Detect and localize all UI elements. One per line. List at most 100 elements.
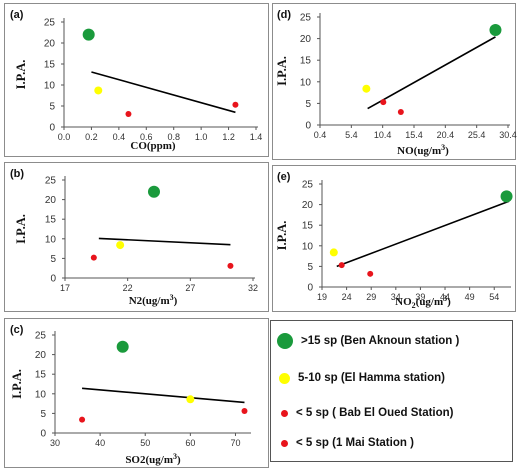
x-tick-label: 15.4 [405,130,423,140]
x-tick-label: 54 [489,292,499,302]
legend-label: 5-10 sp (El Hamma station) [298,372,445,384]
data-point-el-hamma [362,84,371,93]
data-point-el-hamma [94,86,103,95]
x-tick-label: 27 [185,283,195,293]
x-tick-label: 19 [317,292,327,302]
legend-item-el-hamma: 5-10 sp (El Hamma station) [277,368,445,388]
y-tick-label: 10 [302,241,314,252]
y-tick-label: 0 [49,123,55,134]
y-axis-label: I.P.A. [10,369,24,399]
x-tick-label: 70 [230,438,240,448]
chart-e-svg: (e) 0 5 10 15 20 25 19 24 29 34 39 44 49 54 I.P.A. NO2(u… [275,171,513,310]
y-axis-label: I.P.A. [14,60,28,90]
x-tick-label: 1.2 [222,132,235,142]
x-tick-label: 34 [391,292,401,302]
x-axis-label: SO2(ug/m3) [125,452,181,466]
trend-line [91,71,236,114]
x-axis-label: NO2(ug/m3) [395,294,451,310]
y-tick-label: 10 [300,77,312,88]
x-tick-label: 1.0 [195,132,208,142]
legend-label: < 5 sp (1 Mai Station ) [296,437,414,449]
panel-a: (a) 0 5 10 15 20 25 0.0 0.2 0.4 0.6 0.8 1.0 1.2 1.4 I.P… [4,3,269,157]
x-tick-label: 0.0 [58,132,71,142]
y-tick-label: 15 [44,60,56,71]
legend-label: < 5 sp ( Bab El Oued Station) [296,407,454,419]
x-tick-label: 30 [50,438,60,448]
y-tick-label: 5 [49,102,55,113]
chart-a-svg: (a) 0 5 10 15 20 25 0.0 0.2 0.4 0.6 0.8 1.0 1.2 1.4 I.P… [10,9,263,152]
legend-marker-yellow [279,372,290,384]
data-point-1-mai [367,270,374,277]
x-tick-label: 39 [415,292,425,302]
y-tick-label: 25 [44,18,56,29]
legend-marker-red [281,409,288,417]
legend-label: >15 sp (Ben Aknoun station ) [301,335,460,347]
legend: >15 sp (Ben Aknoun station ) 5-10 sp (El… [270,320,513,462]
panel-label: (d) [277,9,291,21]
chart-c-svg: (c) 0 5 10 15 20 25 30 40 50 60 70 I.P.A. SO2(ug/m3) [10,324,251,466]
data-point-1-mai [232,101,239,108]
data-point-ben-aknoun [116,340,129,353]
data-point-bab-el-oued [338,262,345,269]
x-tick-label: 50 [140,438,150,448]
x-tick-label: 20.4 [437,130,455,140]
x-tick-label: 1.4 [250,132,263,142]
trend-line [98,237,231,246]
panel-c: (c) 0 5 10 15 20 25 30 40 50 60 70 I.P.A. SO2(ug/m3) [4,318,269,468]
y-tick-label: 20 [302,200,314,211]
chart-d-svg: (d) 0 5 10 15 20 25 0.4 5.4 10.4 15.4 20.4 25.4 30.4 I… [275,9,517,157]
x-axis-label: NO(ug/m3) [397,143,449,157]
y-tick-label: 25 [302,180,314,191]
trend-line [367,36,496,110]
trend-line [336,200,510,268]
y-axis-label: I.P.A. [275,56,289,86]
x-tick-label: 60 [185,438,195,448]
y-tick-label: 5 [305,99,311,110]
y-tick-label: 20 [45,195,57,206]
x-tick-label: 10.4 [374,130,392,140]
y-tick-label: 10 [45,234,57,245]
y-tick-label: 10 [35,389,47,400]
x-tick-label: 30.4 [499,130,517,140]
y-axis-label: I.P.A. [14,214,28,244]
x-tick-label: 29 [366,292,376,302]
trend-line [82,387,245,404]
panel-label: (c) [10,324,24,336]
y-tick-label: 5 [40,409,46,420]
x-tick-label: 0.6 [140,132,153,142]
panel-label: (e) [277,171,291,183]
x-tick-label: 0.2 [85,132,98,142]
x-tick-label: 22 [123,283,133,293]
chart-b-svg: (b) 0 5 10 15 20 25 17 22 27 32 I.P.A. N2(ug/m3) [10,168,258,307]
legend-item-bab-el-oued: < 5 sp ( Bab El Oued Station) [277,403,454,423]
y-axis-label: I.P.A. [275,221,289,251]
y-tick-label: 0 [307,283,313,294]
data-point-1-mai [241,408,248,415]
panel-d: (d) 0 5 10 15 20 25 0.4 5.4 10.4 15.4 20.4 25.4 30.4 I… [272,3,517,160]
y-tick-label: 15 [35,370,47,381]
data-point-1-mai [397,109,404,116]
x-tick-label: 0.8 [167,132,180,142]
x-tick-label: 25.4 [468,130,486,140]
legend-marker-red [281,439,288,447]
legend-item-ben-aknoun: >15 sp (Ben Aknoun station ) [277,331,459,351]
y-tick-label: 15 [45,215,57,226]
data-point-ben-aknoun [82,28,95,41]
x-tick-label: 5.4 [345,130,358,140]
y-tick-label: 25 [35,331,47,342]
y-tick-label: 0 [50,274,56,285]
x-tick-label: 32 [248,283,258,293]
y-tick-label: 0 [305,121,311,132]
y-tick-label: 15 [302,221,314,232]
legend-marker-green [277,333,293,349]
data-point-bab-el-oued [90,254,97,261]
data-point-el-hamma [329,248,338,257]
data-point-bab-el-oued [79,416,86,423]
data-point-bab-el-oued [125,110,132,117]
x-axis-label: N2(ug/m3) [129,293,178,307]
y-tick-label: 15 [300,56,312,67]
data-point-bab-el-oued [380,99,387,106]
panel-label: (b) [10,168,24,180]
y-tick-label: 5 [307,262,313,273]
x-tick-label: 24 [342,292,352,302]
